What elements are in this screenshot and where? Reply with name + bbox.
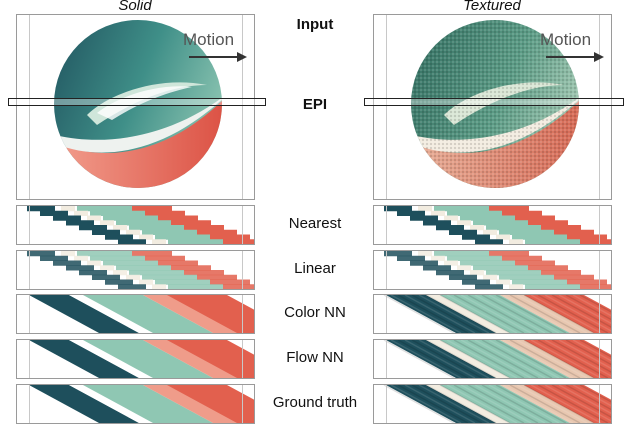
epi-label: EPI (302, 96, 328, 113)
row-label: Color NN (284, 304, 346, 321)
epi-image-0-right (384, 206, 611, 244)
epi-row-3-left (16, 339, 255, 379)
epi-row-0-left (16, 205, 255, 245)
epi-image-3-left (29, 340, 254, 378)
row-label: Nearest (288, 215, 342, 232)
epi-image-1-left (27, 251, 254, 289)
epi-image-1-right (384, 251, 611, 289)
solid-sphere-image: Motion (54, 20, 247, 188)
epi-row-2-right (373, 294, 612, 334)
row-label: Ground truth (272, 394, 358, 411)
textured-sphere-image: Motion (411, 20, 604, 188)
epi-image-0-left (27, 206, 254, 244)
epi-row-0-right (373, 205, 612, 245)
epi-row-1-left (16, 250, 255, 290)
motion-label-left: Motion (183, 30, 234, 49)
input-label: Input (296, 16, 334, 33)
epi-image-2-right (383, 295, 611, 333)
epi-scanline-left (8, 98, 266, 106)
epi-row-4-left (16, 384, 255, 424)
row-label: Flow NN (286, 349, 344, 366)
input-panel-textured: Motion (373, 14, 612, 200)
epi-row-4-right (373, 384, 612, 424)
column-title-solid: Solid (118, 0, 152, 14)
epi-row-2-left (16, 294, 255, 334)
row-label: Linear (294, 260, 336, 277)
column-title-textured: Textured (463, 0, 521, 14)
epi-image-4-right (383, 385, 611, 423)
epi-image-4-left (29, 385, 254, 423)
epi-scanline-right (364, 98, 624, 106)
epi-image-3-right (383, 340, 611, 378)
epi-row-1-right (373, 250, 612, 290)
input-panel-solid: Motion (16, 14, 255, 200)
epi-row-3-right (373, 339, 612, 379)
epi-image-2-left (29, 295, 254, 333)
motion-label-right: Motion (540, 30, 591, 49)
